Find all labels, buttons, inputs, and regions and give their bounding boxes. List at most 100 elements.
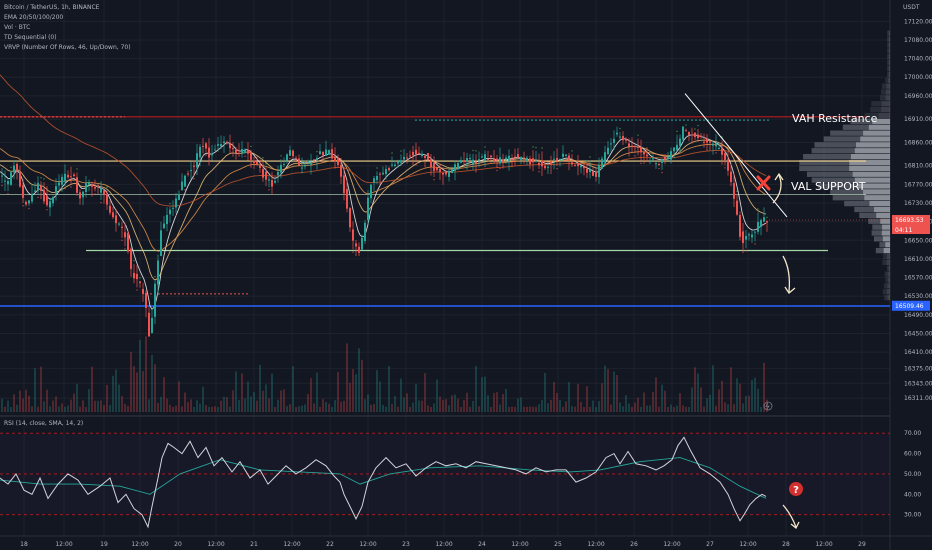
volume-bar xyxy=(289,404,291,412)
volume-bar xyxy=(151,355,153,412)
lightning-icon[interactable] xyxy=(763,401,773,411)
profile-bar-up xyxy=(884,294,888,301)
volume-bar xyxy=(109,405,111,412)
arrow-down-rsi-icon xyxy=(782,504,800,530)
candle-body xyxy=(493,158,495,162)
vrvp-legend[interactable]: VRVP (Number Of Rows, 46, Up/Down, 70) xyxy=(4,44,131,51)
candle-body xyxy=(187,173,189,175)
volume-bar xyxy=(379,381,381,412)
volume-bar xyxy=(469,406,471,412)
ema-legend[interactable]: EMA 20/50/100/200 xyxy=(4,14,64,21)
volume-bar xyxy=(727,404,729,412)
candle-body xyxy=(442,172,444,175)
candle-body xyxy=(49,201,51,208)
price-tick-label: 17040.00 xyxy=(904,56,932,63)
td-mark xyxy=(262,157,264,159)
blue-level-price-label-bg xyxy=(892,300,930,311)
candle-body xyxy=(526,157,528,162)
rsi-legend[interactable]: RSI (14, close, SMA, 14, 2) xyxy=(4,420,84,427)
volume-bar xyxy=(271,373,273,412)
profile-bar-down xyxy=(888,54,890,60)
candle-body xyxy=(667,156,669,159)
candle-body xyxy=(385,168,387,175)
td-mark xyxy=(64,187,66,190)
volume-bar xyxy=(28,395,30,412)
volume-bar xyxy=(619,402,621,412)
profile-bar-down xyxy=(885,95,890,101)
volume-bar xyxy=(373,404,375,412)
profile-bar-down xyxy=(881,106,890,113)
td-mark xyxy=(541,147,543,149)
candle-body xyxy=(676,144,678,151)
candle-body xyxy=(658,164,660,166)
candle-body xyxy=(502,159,504,163)
profile-bar-up xyxy=(823,136,861,142)
candle-body xyxy=(517,154,519,158)
volume-bar xyxy=(259,364,261,412)
td-mark xyxy=(715,152,717,154)
volume-bar xyxy=(601,383,603,412)
candle-body xyxy=(16,163,18,172)
volume-bar xyxy=(175,405,177,412)
price-tick-label: 17120.00 xyxy=(904,18,932,25)
td-mark xyxy=(757,208,759,210)
profile-bar-up xyxy=(882,289,887,295)
td-mark xyxy=(280,155,282,157)
time-tick-label: 24 xyxy=(478,541,486,548)
volume-bar xyxy=(277,399,279,412)
candle-body xyxy=(436,167,438,171)
candle-body xyxy=(418,152,420,154)
candle-body xyxy=(352,229,354,241)
candle-body xyxy=(124,232,126,238)
volume-bar xyxy=(463,400,465,412)
volume-bar xyxy=(517,398,519,412)
profile-bar-down xyxy=(856,142,890,148)
candle-body xyxy=(625,139,627,141)
profile-bar-up xyxy=(885,277,888,283)
volume-bar xyxy=(394,395,396,412)
candle-body xyxy=(172,207,174,209)
candle-body xyxy=(40,185,42,191)
volume-bar xyxy=(640,406,642,412)
profile-bar-up xyxy=(887,48,889,54)
volume-bar xyxy=(400,378,402,412)
price-tick-label: 16490.00 xyxy=(904,312,932,319)
td-sequential-legend[interactable]: TD Sequential (0) xyxy=(4,34,57,41)
candle-body xyxy=(439,168,441,172)
candle-body xyxy=(145,292,147,308)
volume-bar xyxy=(19,390,21,412)
candle-body xyxy=(283,164,285,166)
volume-bar xyxy=(478,406,480,412)
time-tick-label: 12:00 xyxy=(739,541,756,548)
symbol-title[interactable]: Bitcoin / TetherUS, 1h, BINANCE xyxy=(4,4,100,11)
candle-body xyxy=(202,145,204,147)
td-mark xyxy=(391,152,393,154)
volume-bar xyxy=(25,389,27,412)
candle-body xyxy=(724,153,726,160)
volume-bar xyxy=(76,383,78,412)
candle-body xyxy=(175,198,177,208)
td-mark xyxy=(325,157,327,160)
candle-body xyxy=(157,260,159,285)
candle-body xyxy=(136,273,138,280)
volume-legend[interactable]: Vol · BTC xyxy=(4,24,31,31)
candle-body xyxy=(37,182,39,191)
volume-bar xyxy=(322,399,324,412)
candle-body xyxy=(586,168,588,173)
volume-bar xyxy=(592,400,594,412)
profile-bar-up xyxy=(842,124,869,130)
candle-body xyxy=(208,147,210,158)
candle-body xyxy=(337,157,339,165)
volume-bar xyxy=(115,369,117,412)
rsi-tick-label: 40.00 xyxy=(904,491,921,498)
td-mark xyxy=(724,167,726,169)
volume-bar xyxy=(442,399,444,412)
candle-body xyxy=(766,221,768,223)
candle-body xyxy=(82,191,84,198)
td-mark xyxy=(535,147,537,149)
volume-bar xyxy=(412,402,414,412)
candle-body xyxy=(697,134,699,139)
volume-bar xyxy=(610,404,612,412)
candle-body xyxy=(499,157,501,164)
profile-bar-up xyxy=(830,189,864,195)
